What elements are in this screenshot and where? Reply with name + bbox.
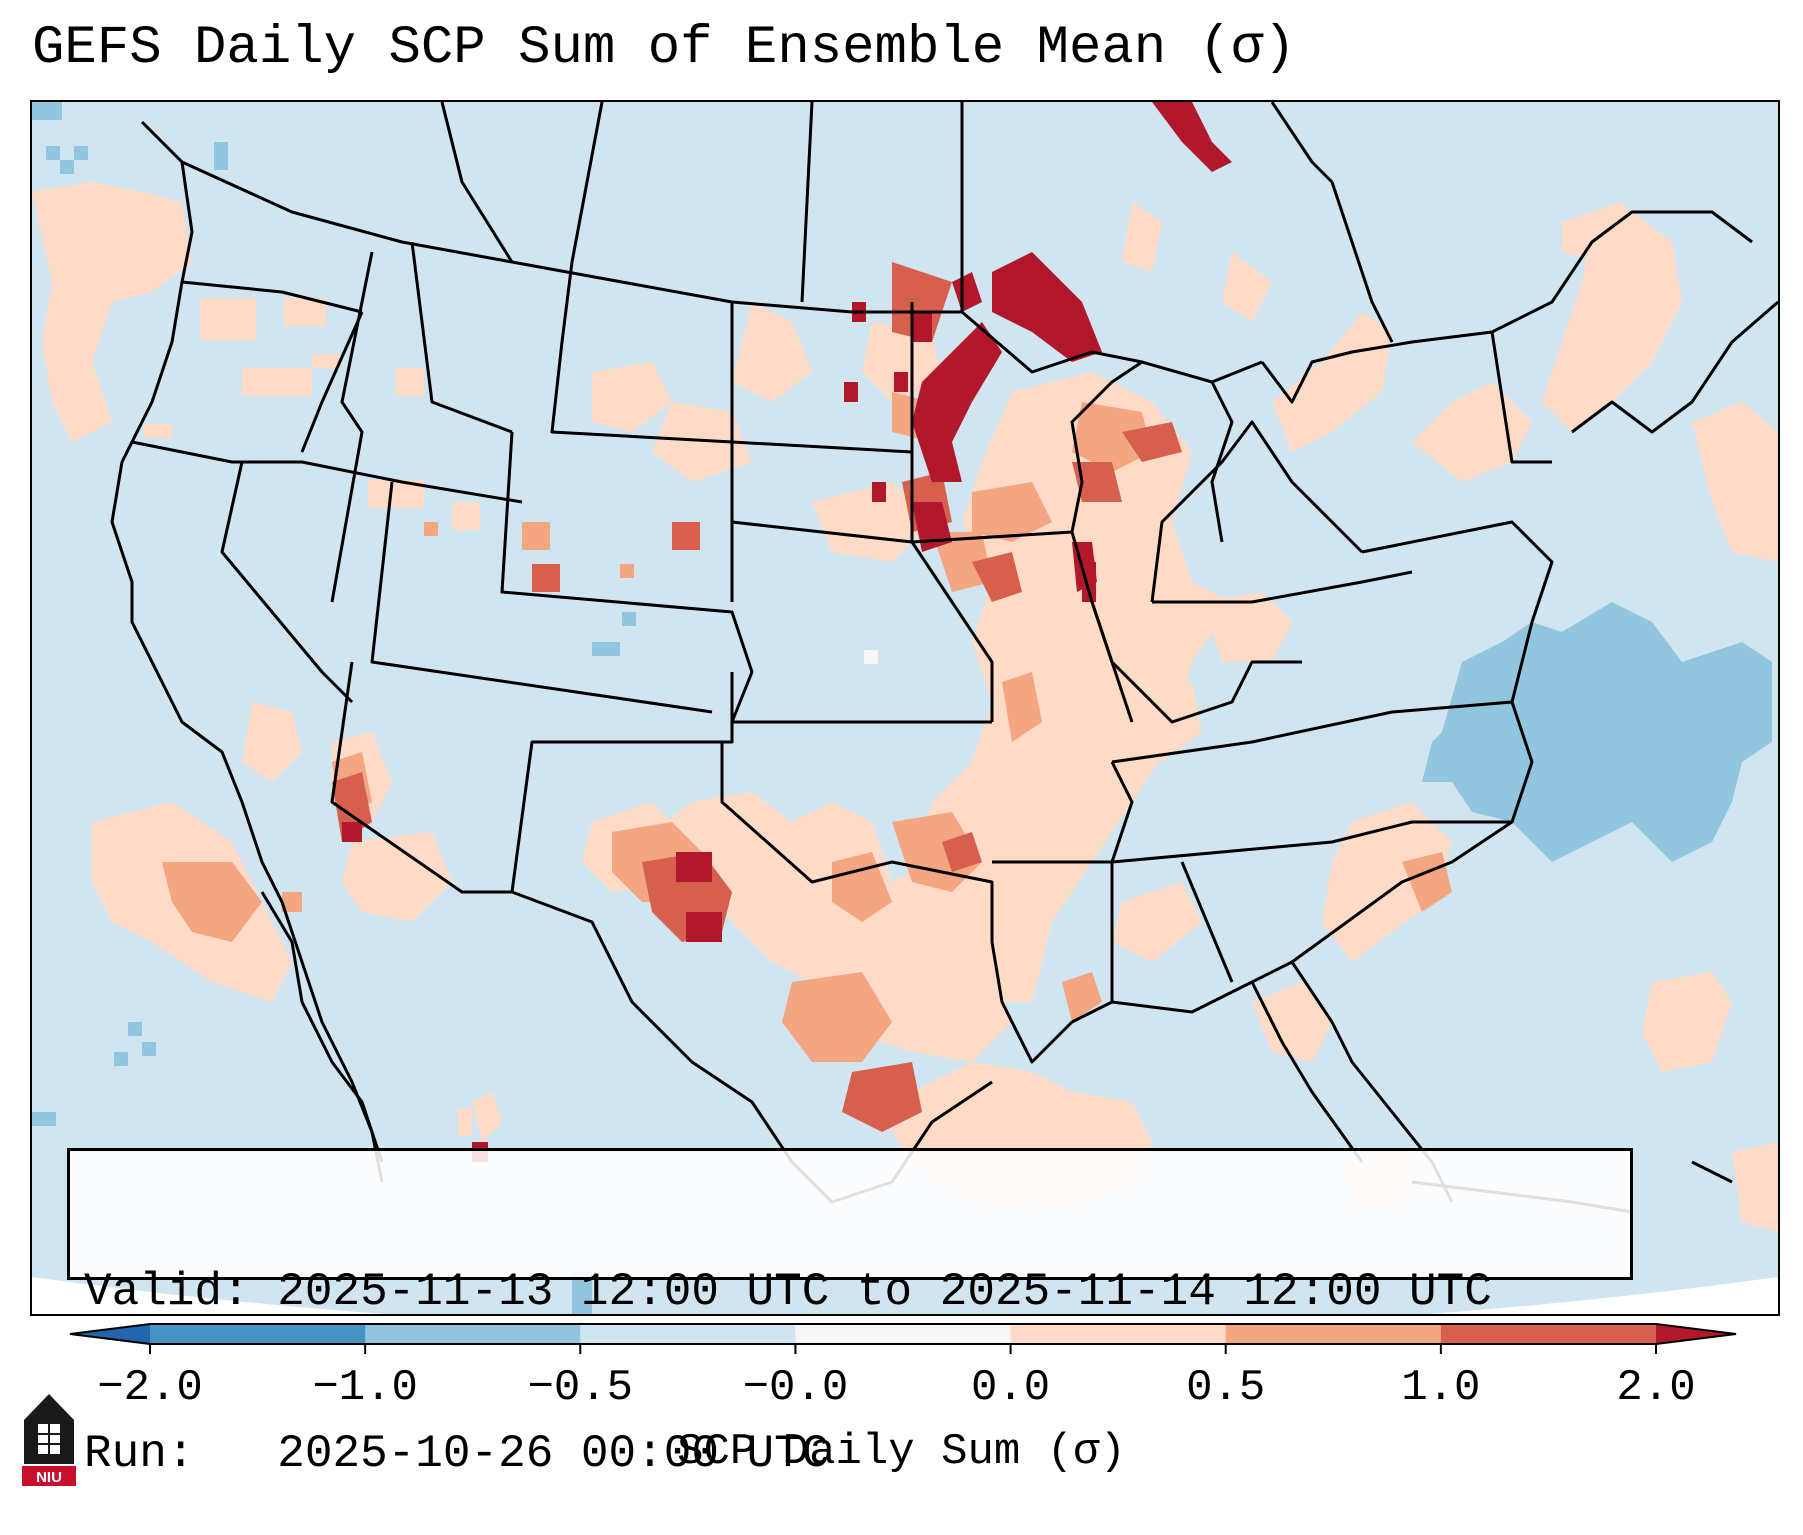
id-mt-border <box>330 251 374 603</box>
colorbar-tick-label: −2.0 <box>97 1363 203 1413</box>
zero-cell <box>864 650 878 664</box>
colorbar-extend-below <box>70 1324 150 1344</box>
baja <box>260 891 384 1163</box>
boundaries <box>110 102 1778 1214</box>
colorbar-tick-label: −0.0 <box>742 1363 849 1413</box>
domain-edge <box>32 1277 1778 1314</box>
map-panel <box>30 100 1780 1316</box>
mt-id-edge <box>410 241 513 434</box>
colorbar-tick-label: 0.5 <box>1186 1363 1266 1413</box>
ohio-river <box>1090 601 1302 724</box>
colorbar-bin <box>1010 1324 1227 1344</box>
sask-border <box>800 102 814 303</box>
gulf-coast-east <box>1071 960 1293 1024</box>
canada-border-east <box>1260 330 1493 404</box>
alberta-border <box>570 102 604 263</box>
great-lakes-south <box>1150 420 1364 603</box>
valid-value: 2025-11-13 12:00 UTC to 2025-11-14 12:00… <box>277 1266 1492 1318</box>
map-title: GEFS Daily SCP Sum of Ensemble Mean (σ) <box>32 18 1296 79</box>
colorbar-label: SCP Daily Sum (σ) <box>677 1427 1126 1477</box>
colorbar-tick-label: −0.5 <box>527 1363 634 1413</box>
or-ca-nv-border <box>131 440 523 504</box>
wa-or-border <box>181 280 363 314</box>
valid-run-infobox: Valid: 2025-11-13 12:00 UTC to 2025-11-1… <box>67 1148 1633 1480</box>
atlantic-coast-se <box>1291 701 1534 964</box>
colorbar-bin <box>1225 1324 1442 1344</box>
ontario-west <box>1270 102 1334 184</box>
run-value: 2025-10-26 00:00 UTC <box>277 1428 830 1480</box>
lake-superior <box>961 310 1263 384</box>
vt-nh <box>1490 331 1552 464</box>
pa-ny-nj <box>1361 520 1554 703</box>
negative-anomaly-patches <box>32 102 1772 1314</box>
bc-border <box>440 102 514 263</box>
lake-michigan-east <box>1210 381 1234 543</box>
id-or-border <box>300 311 364 453</box>
ok-tx <box>720 742 994 942</box>
colorbar-bin <box>580 1324 796 1344</box>
colorbar-tick-label: 0.0 <box>970 1363 1051 1413</box>
ca-nv-border <box>220 461 354 704</box>
colorbar-bin <box>365 1324 581 1344</box>
ar-tn-ms <box>992 761 1134 864</box>
new-england-coast <box>1571 300 1778 434</box>
colorbar-extend-above <box>1656 1324 1736 1344</box>
ne-canada-border <box>1491 210 1753 334</box>
tn-nc-border <box>1111 820 1512 864</box>
valid-label: Valid: <box>84 1266 250 1318</box>
colorbar-tick-label: 2.0 <box>1616 1363 1696 1413</box>
al-ga-border <box>1180 861 1234 983</box>
ky-va-border <box>1111 700 1513 764</box>
oh-pa-border <box>1152 570 1413 604</box>
run-label: Run: <box>84 1428 195 1480</box>
wi-mi-border <box>1070 360 1143 533</box>
niu-logo-text: NIU <box>36 1469 62 1486</box>
florida-west <box>1250 981 1364 1163</box>
positive-anomaly-above-2 <box>342 102 1232 1162</box>
hispaniola <box>1691 1160 1733 1184</box>
ontario-hudson <box>1330 181 1394 343</box>
colorbar-outline <box>69 1323 1737 1345</box>
colorbar <box>69 1323 1737 1354</box>
colorbar-bin <box>795 1324 1012 1344</box>
colorbar-bin <box>1440 1324 1657 1344</box>
west-coast <box>110 120 384 1183</box>
sd-ne-border <box>730 442 913 544</box>
colorbar-tick-label: 1.0 <box>1401 1363 1481 1413</box>
scp-map <box>32 102 1778 1314</box>
mn-ia-mo-west <box>910 302 994 722</box>
niu-logo: NIU <box>22 1394 76 1486</box>
run-row: Run: 2025-10-26 00:00 UTC <box>84 1427 1630 1481</box>
valid-row: Valid: 2025-11-13 12:00 UTC to 2025-11-1… <box>84 1265 1630 1319</box>
la-ar-border <box>990 941 1074 1064</box>
colorbar-tick-label: −1.0 <box>312 1363 418 1413</box>
wy-co-ne-ks <box>500 431 992 724</box>
ut-az-nm <box>370 481 713 714</box>
colorbar-bin <box>150 1324 366 1344</box>
